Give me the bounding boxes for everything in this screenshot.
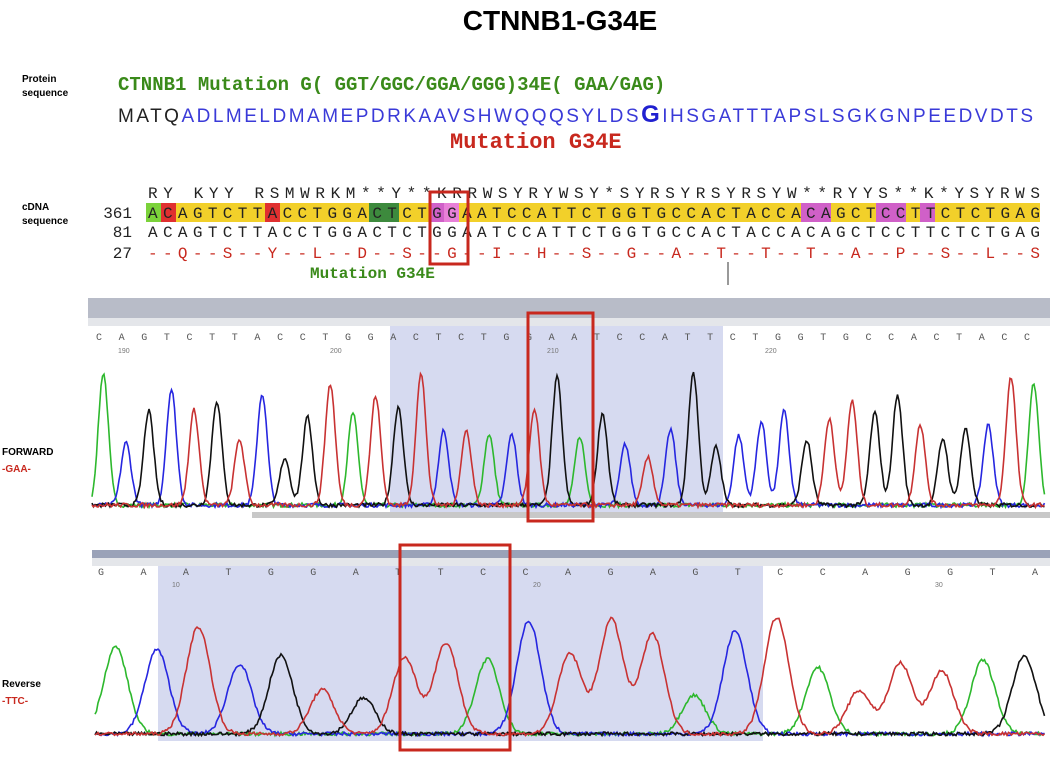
label: FORWARD xyxy=(2,447,53,458)
sequence-part: G xyxy=(641,101,660,128)
sequence-part: ADLMELDMAMEPDRKAAVSHWQQQSYLDS xyxy=(181,106,638,127)
label: Reverse xyxy=(2,679,41,690)
cdna-row: ACAGTCTTACCTGGACTCTGGAATCCATTCTGGTGCCACT… xyxy=(148,224,1040,242)
codon-label: -GAA- xyxy=(2,464,31,475)
position: 10 xyxy=(172,582,180,589)
title: CTNNB1-G34E xyxy=(463,5,657,36)
mutation-label: Mutation G34E xyxy=(310,265,435,283)
codon-box xyxy=(428,190,470,266)
row-number: 361 xyxy=(103,205,132,223)
ambiguity-row: RY KYY RSMWRKM**Y**KRRWSYRYWSY*SYRSYRSYR… xyxy=(148,185,1040,203)
translation-row: --Q--S--Y--L--D--S--G--I--H--S--G--A--T-… xyxy=(148,245,1040,263)
row-number: 27 xyxy=(113,245,132,263)
codon-label: -TTC- xyxy=(2,696,28,707)
highlights xyxy=(146,203,1040,222)
position: 20 xyxy=(533,582,541,589)
sequence-part: IHSGATTTAPSLSGKGNPEEDVDTS xyxy=(662,106,1033,127)
label: cDNA xyxy=(22,202,49,213)
forward-panel: CAGTCTTACCTGGACTCTGGAATCCATTCTGGTGCCACTA… xyxy=(88,298,1050,523)
position: 190 xyxy=(118,348,130,355)
trace xyxy=(94,652,1046,738)
mutation-header: CTNNB1 Mutation G( GGT/GGC/GGA/GGG)34E( … xyxy=(118,74,665,96)
row-number: 81 xyxy=(113,224,132,242)
position: 210 xyxy=(547,348,559,355)
label: sequence xyxy=(22,216,69,227)
position: 30 xyxy=(935,582,943,589)
label: Protein xyxy=(22,74,56,85)
trace xyxy=(91,371,1045,510)
reverse-panel: GAATGGATTCCAGAGTCCAGGTA 10 20 30 xyxy=(92,543,1050,752)
trace xyxy=(94,616,1046,737)
base-calls: GAATGGATTCCAGAGTCCAGGTA xyxy=(98,568,1038,579)
trace xyxy=(91,371,1045,510)
label: sequence xyxy=(22,88,69,99)
sequence-part: MATQ xyxy=(118,106,179,127)
protein-sequence: MATQ ADLMELDMAMEPDRKAAVSHWQQQSYLDS G IHSGAT… xyxy=(118,101,1033,128)
position: 220 xyxy=(765,348,777,355)
mutation-label: Mutation G34E xyxy=(450,130,622,155)
position: 200 xyxy=(330,348,342,355)
